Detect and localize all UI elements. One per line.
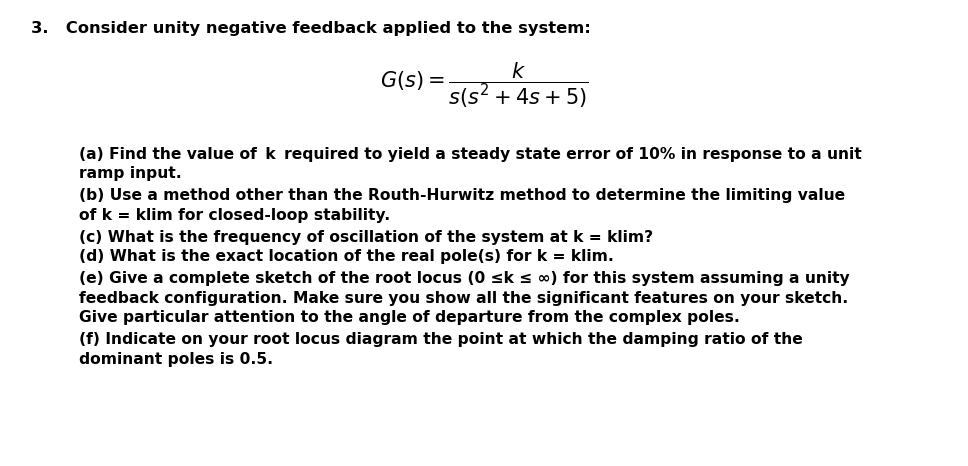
Text: (b) Use a method other than the Routh-Hurwitz method to determine the limiting v: (b) Use a method other than the Routh-Hu… — [79, 188, 845, 203]
Text: (d) What is the exact location of the real pole(s) for k = klim.: (d) What is the exact location of the re… — [79, 249, 615, 264]
Text: ramp input.: ramp input. — [79, 166, 182, 181]
Text: (c) What is the frequency of oscillation of the system at k = klim?: (c) What is the frequency of oscillation… — [79, 230, 653, 245]
Text: feedback configuration. Make sure you show all the significant features on your : feedback configuration. Make sure you sh… — [79, 291, 849, 306]
Text: Give particular attention to the angle of departure from the complex poles.: Give particular attention to the angle o… — [79, 310, 741, 325]
Text: dominant poles is 0.5.: dominant poles is 0.5. — [79, 352, 274, 367]
Text: (f) Indicate on your root locus diagram the point at which the damping ratio of : (f) Indicate on your root locus diagram … — [79, 332, 803, 347]
Text: (a) Find the value of  k  required to yield a steady state error of 10% in respo: (a) Find the value of k required to yiel… — [79, 147, 862, 162]
Text: (e) Give a complete sketch of the root locus (0 ≤k ≤ ∞) for this system assuming: (e) Give a complete sketch of the root l… — [79, 271, 850, 286]
Text: $G(s) = \dfrac{k}{s(s^2 + 4s + 5)}$: $G(s) = \dfrac{k}{s(s^2 + 4s + 5)}$ — [379, 61, 589, 110]
Text: 3.   Consider unity negative feedback applied to the system:: 3. Consider unity negative feedback appl… — [31, 21, 590, 36]
Text: of k = klim for closed-loop stability.: of k = klim for closed-loop stability. — [79, 208, 391, 223]
